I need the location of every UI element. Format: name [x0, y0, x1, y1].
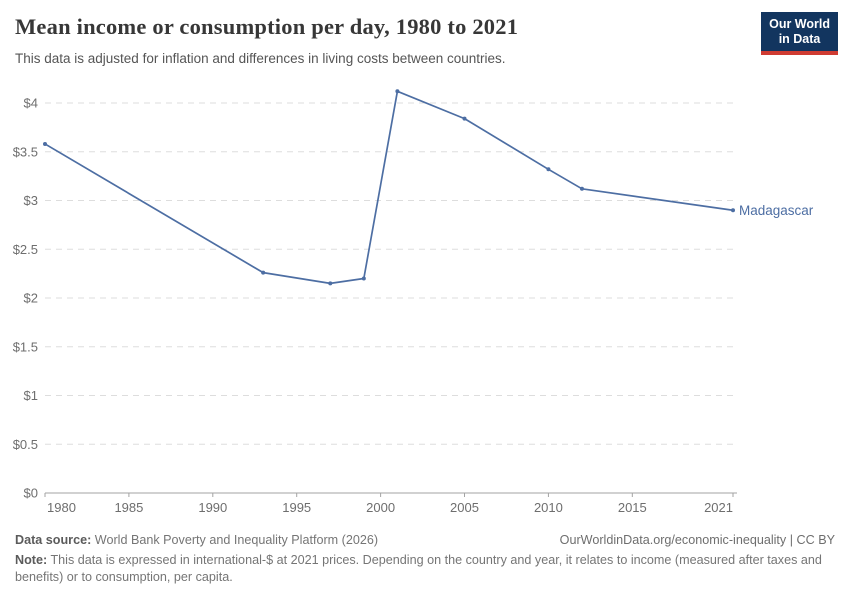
- chart-footer: Data source: World Bank Poverty and Ineq…: [15, 533, 835, 586]
- y-axis-tick-label: $1.5: [13, 339, 38, 354]
- data-point-2001: [395, 89, 400, 94]
- x-axis-tick-label: 1980: [47, 500, 76, 515]
- x-axis-tick-label: 2000: [366, 500, 395, 515]
- y-axis-tick-label: $2: [24, 291, 38, 306]
- x-axis-tick-label: 2005: [450, 500, 479, 515]
- data-source-text: World Bank Poverty and Inequality Platfo…: [91, 533, 379, 547]
- y-axis-tick-label: $4: [24, 96, 38, 111]
- y-axis-tick-label: $1: [24, 388, 38, 403]
- data-point-1980: [43, 141, 47, 146]
- data-point-1993: [261, 270, 266, 275]
- owid-logo-line2: in Data: [778, 32, 821, 46]
- x-axis-tick-label: 2010: [534, 500, 563, 515]
- page-title: Mean income or consumption per day, 1980…: [15, 14, 519, 39]
- owid-logo: Our World in Data: [761, 12, 838, 55]
- x-axis-tick-label: 2015: [618, 500, 647, 515]
- data-point-1999: [361, 276, 366, 281]
- y-axis-tick-label: $0: [24, 486, 38, 501]
- y-axis-tick-label: $0.5: [13, 437, 38, 452]
- data-point-2021: [731, 208, 735, 213]
- y-axis-tick-label: $3.5: [13, 144, 38, 159]
- y-axis-tick-label: $2.5: [13, 242, 38, 257]
- data-point-1997: [328, 281, 333, 286]
- data-source: Data source: World Bank Poverty and Ineq…: [15, 533, 378, 547]
- note-label: Note:: [15, 553, 48, 567]
- x-axis-tick-label: 1990: [198, 500, 227, 515]
- note-text: This data is expressed in international-…: [15, 553, 822, 584]
- source-row: Data source: World Bank Poverty and Ineq…: [15, 533, 835, 547]
- x-axis-tick-label: 2021: [704, 500, 733, 515]
- line-series-madagascar: [44, 90, 734, 285]
- note-row: Note: This data is expressed in internat…: [15, 552, 829, 586]
- x-axis-tick-label: 1995: [282, 500, 311, 515]
- data-point-2012: [579, 186, 584, 191]
- page-subtitle: This data is adjusted for inflation and …: [15, 51, 506, 66]
- data-point-2010: [546, 167, 551, 172]
- x-axis-tick-label: 1985: [114, 500, 143, 515]
- owid-logo-line1: Our World: [769, 17, 830, 31]
- data-source-label: Data source:: [15, 533, 92, 547]
- y-axis-tick-label: $3: [24, 193, 38, 208]
- series-end-label: Madagascar: [739, 203, 814, 218]
- attribution-link[interactable]: OurWorldinData.org/economic-inequality |…: [559, 533, 835, 547]
- chart-canvas: $0 $0.5 $1 $1.5 $2 $2.5 $3 $3.5 $4 1980 1985 1990 19…: [13, 89, 814, 515]
- data-point-2005: [462, 116, 467, 121]
